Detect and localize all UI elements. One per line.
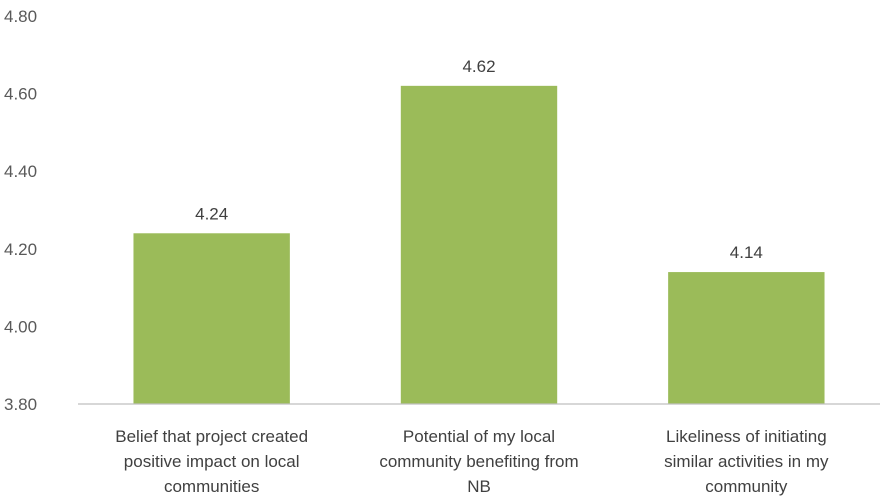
- bar: [400, 85, 558, 404]
- y-tick-label: 4.80: [4, 7, 37, 26]
- category-label: positive impact on local: [124, 452, 300, 471]
- y-axis: 3.80 4.00 4.20 4.40 4.60 4.80: [4, 7, 37, 414]
- y-tick-label: 4.60: [4, 85, 37, 104]
- data-label: 4.24: [195, 204, 228, 223]
- y-tick-label: 4.40: [4, 162, 37, 181]
- category-label: Potential of my local: [403, 427, 555, 446]
- category-label: Likeliness of initiating: [666, 427, 827, 446]
- category-label: NB: [467, 477, 491, 496]
- category-label: Belief that project created: [115, 427, 308, 446]
- y-tick-label: 4.20: [4, 240, 37, 259]
- y-tick-label: 4.00: [4, 317, 37, 336]
- category-label: community: [705, 477, 788, 496]
- bars: [133, 85, 825, 404]
- category-label: communities: [164, 477, 259, 496]
- category-label: community benefiting from: [379, 452, 578, 471]
- data-label: 4.62: [462, 57, 495, 76]
- data-label: 4.14: [730, 243, 763, 262]
- bar: [668, 272, 825, 404]
- x-axis-category-labels: Belief that project created positive impa…: [115, 427, 829, 496]
- data-labels: 4.24 4.62 4.14: [195, 57, 763, 262]
- y-tick-label: 3.80: [4, 395, 37, 414]
- bar: [133, 233, 290, 404]
- category-label: similar activities in my: [664, 452, 829, 471]
